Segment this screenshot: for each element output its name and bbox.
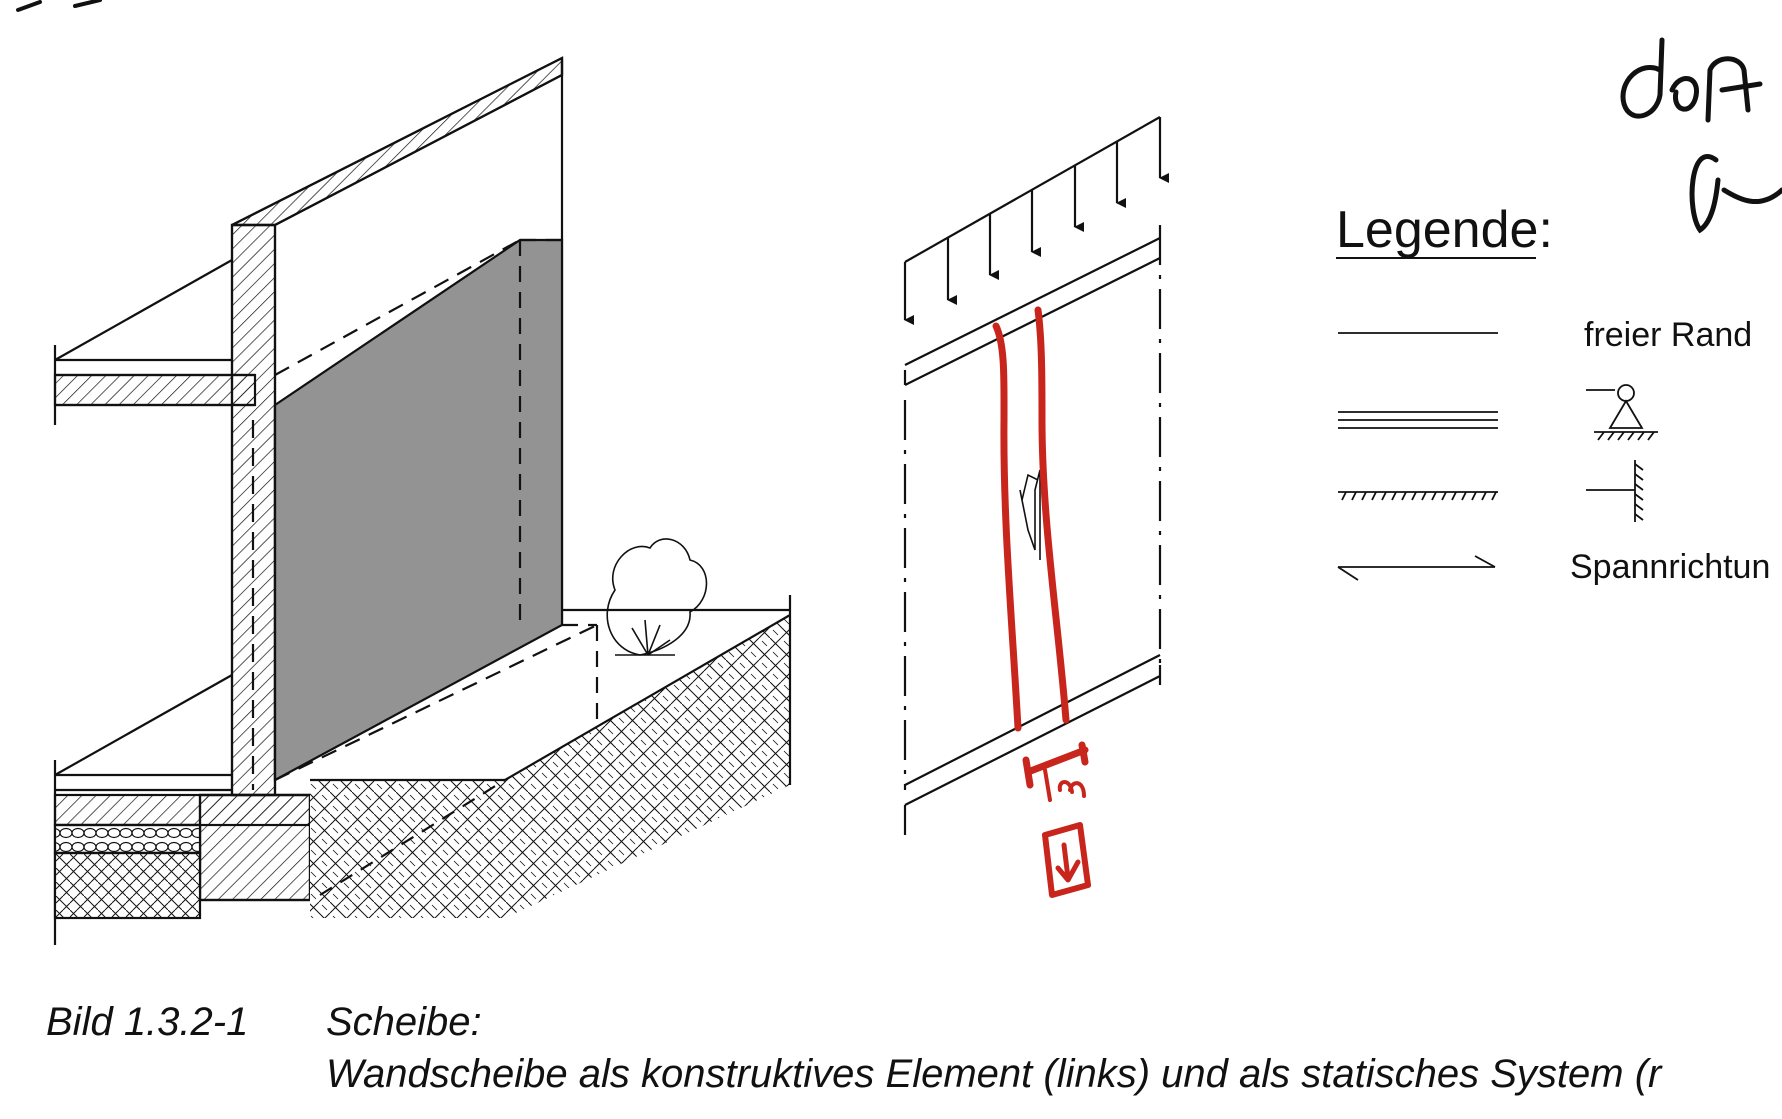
legend-label-free-edge: freier Rand <box>1584 316 1753 354</box>
legend-title-underline <box>1336 257 1536 259</box>
strip-width-label: 1m <box>1092 748 1093 749</box>
double-line-symbol <box>1338 411 1498 429</box>
caption-title: Scheibe: <box>326 1000 482 1044</box>
hatched-line-symbol <box>1338 491 1498 501</box>
caption-text: Wandscheibe als konstruktives Element (l… <box>326 1052 1662 1096</box>
legend-symbols <box>1337 332 1658 581</box>
fixed-support-icon <box>1586 460 1644 522</box>
distributed-load-arrows <box>903 117 1169 325</box>
handwriting-top-right <box>1620 37 1782 234</box>
hinged-support-icon <box>1586 384 1658 441</box>
handwriting-top-left <box>16 0 102 12</box>
caption-number: Bild 1.3.2-1 <box>46 1000 249 1044</box>
red-strip-annotation <box>992 306 1091 898</box>
legend-label-span-direction: Spannrichtun <box>1570 548 1771 586</box>
static-system-diagram <box>903 116 1169 835</box>
span-direction-arrow <box>1337 555 1496 581</box>
tree-icon <box>606 538 708 656</box>
legend-title: Legende: <box>1336 201 1553 259</box>
construction-drawing <box>53 56 792 945</box>
